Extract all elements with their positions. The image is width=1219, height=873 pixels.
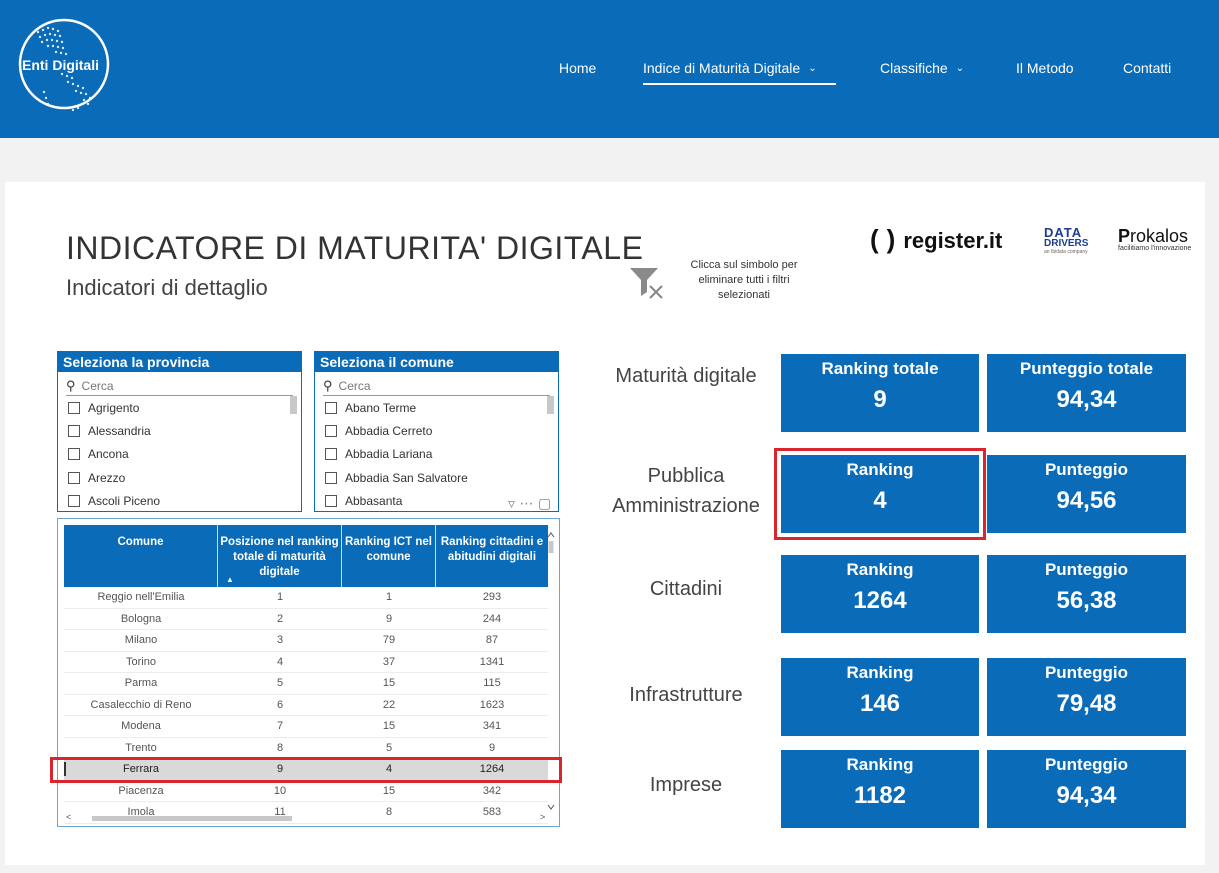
checkbox[interactable] — [68, 425, 80, 438]
province-search-input[interactable]: ⚲ Cerca — [66, 376, 293, 396]
row-label-imprese: Imprese — [649, 774, 723, 796]
scrollbar[interactable] — [290, 396, 297, 414]
comune-item[interactable]: Abbasanta — [315, 490, 558, 513]
prokalos-logo: Prokalos facilitiamo l'innovazione — [1118, 226, 1192, 252]
data-drivers-logo: DATA DRIVERS an Ibidata company — [1044, 225, 1089, 255]
province-item[interactable]: Agrigento — [58, 396, 301, 419]
province-item[interactable]: Alessandria — [58, 419, 301, 442]
clear-filters-note: Clicca sul simbolo per eliminare tutti i… — [690, 259, 798, 301]
table-row[interactable]: Imola 11 8 583 — [64, 802, 548, 824]
slicer-province: Seleziona la provincia ⚲ Cerca Agrigento… — [57, 351, 302, 512]
kpi-ranking-infrastrutture[interactable]: Ranking 146 — [781, 658, 979, 736]
report-subtitle: Indicatori di dettaglio — [66, 275, 268, 300]
column-header-posizione[interactable]: Posizione nel ranking totale di maturità… — [218, 525, 342, 587]
table-row[interactable]: Modena 7 15 341 — [64, 716, 548, 738]
clear-filters-icon[interactable] — [628, 264, 666, 300]
sort-ascending-icon: ▲ — [226, 575, 234, 584]
table-vertical-scrollbar[interactable] — [547, 531, 555, 811]
chevron-down-icon: ⌄ — [808, 63, 817, 74]
table-body: Reggio nell'Emilia 1 1 293 Bologna 2 9 244 Mil… — [64, 587, 548, 824]
checkbox[interactable] — [68, 471, 80, 484]
comune-search-input[interactable]: ⚲ Cerca — [323, 376, 550, 396]
checkbox[interactable] — [68, 495, 80, 508]
table-row[interactable]: Casalecchio di Reno 6 22 1623 — [64, 695, 548, 716]
slicer-comune-title: Seleziona il comune — [315, 352, 558, 372]
checkbox[interactable] — [325, 495, 337, 508]
kpi-punteggio-imprese[interactable]: Punteggio 94,34 — [987, 750, 1186, 828]
table-row[interactable]: Trento 8 5 9 — [64, 738, 548, 759]
nav-home[interactable]: Home — [559, 60, 597, 76]
scroll-right-icon[interactable]: > — [540, 812, 546, 822]
table-horizontal-scrollbar[interactable]: < > — [64, 812, 548, 823]
table-row-selected[interactable]: Ferrara 9 4 1264 — [64, 759, 548, 781]
checkbox[interactable] — [68, 401, 80, 414]
table-row[interactable]: Reggio nell'Emilia 1 1 293 — [64, 587, 548, 609]
focus-mode-icon[interactable]: ▢ — [537, 496, 552, 512]
more-options-icon[interactable]: ⋯ — [519, 496, 534, 512]
kpi-ranking-imprese[interactable]: Ranking 1182 — [781, 750, 979, 828]
comune-item[interactable]: Abano Terme — [315, 396, 558, 419]
search-icon: ⚲ — [66, 377, 76, 393]
nav-classifiche[interactable]: Classifiche ⌄ — [880, 60, 965, 76]
logo-text[interactable]: Enti Digitali — [22, 57, 99, 73]
table-row[interactable]: Parma 5 15 115 — [64, 673, 548, 695]
province-item[interactable]: Arezzo — [58, 466, 301, 489]
register-it-logo: ()register.it — [870, 224, 1003, 254]
kpi-ranking-cittadini[interactable]: Ranking 1264 — [781, 555, 979, 633]
italy-map-logo-icon[interactable] — [18, 18, 112, 116]
table-row[interactable]: Bologna 2 9 244 — [64, 609, 548, 630]
province-item[interactable]: Ancona — [58, 443, 301, 466]
row-label-pa: Pubblica Amministrazione — [612, 465, 760, 517]
kpi-punteggio-cittadini[interactable]: Punteggio 56,38 — [987, 555, 1186, 633]
report-title: INDICATORE DI MATURITA' DIGITALE — [66, 230, 644, 266]
kpi-punteggio-maturita[interactable]: Punteggio totale 94,34 — [987, 354, 1186, 432]
kpi-ranking-pa[interactable]: Ranking 4 — [781, 455, 979, 533]
kpi-punteggio-pa[interactable]: Punteggio 94,56 — [987, 455, 1186, 533]
slicer-comune: Seleziona il comune ⚲ Cerca Abano Terme … — [314, 351, 559, 512]
row-label-infrastrutture: Infrastrutture — [629, 684, 743, 706]
table-row[interactable]: Piacenza 10 15 342 — [64, 781, 548, 802]
checkbox[interactable] — [325, 425, 337, 438]
search-icon: ⚲ — [323, 377, 333, 393]
province-item[interactable]: Ascoli Piceno — [58, 490, 301, 513]
table-row[interactable]: Milano 3 79 87 — [64, 630, 548, 652]
slicer-province-title: Seleziona la provincia — [58, 352, 301, 372]
row-label-maturita: Maturità digitale — [615, 365, 757, 387]
parentheses-icon: () — [870, 224, 904, 254]
site-header: Enti Digitali Home Indice di Maturità Di… — [0, 0, 1219, 138]
checkbox[interactable] — [325, 471, 337, 484]
comune-item[interactable]: Abbadia San Salvatore — [315, 466, 558, 489]
row-label-cittadini: Cittadini — [649, 578, 723, 600]
scroll-left-icon[interactable]: < — [66, 812, 72, 822]
filter-icon[interactable]: ▿ — [508, 496, 516, 512]
nav-indice-maturita[interactable]: Indice di Maturità Digitale ⌄ — [643, 60, 817, 76]
column-header-comune[interactable]: Comune — [64, 525, 218, 587]
checkbox[interactable] — [325, 401, 337, 414]
ranking-table: Comune Posizione nel ranking totale di m… — [57, 518, 560, 827]
scrollbar[interactable] — [547, 396, 554, 414]
table-header: Comune Posizione nel ranking totale di m… — [64, 525, 548, 587]
scrollbar-thumb[interactable] — [92, 816, 292, 821]
selection-marker — [64, 762, 66, 776]
checkbox[interactable] — [68, 448, 80, 461]
kpi-ranking-maturita[interactable]: Ranking totale 9 — [781, 354, 979, 432]
nav-active-underline — [643, 83, 836, 85]
column-header-ranking-cittadini[interactable]: Ranking cittadini e abitudini digitali — [440, 536, 544, 563]
comune-item[interactable]: Abbadia Lariana — [315, 443, 558, 466]
column-header-ranking-ict[interactable]: Ranking ICT nel comune — [342, 525, 436, 587]
nav-contatti[interactable]: Contatti — [1123, 60, 1172, 76]
visual-tools: ▿ ⋯ ▢ — [508, 496, 551, 512]
comune-item[interactable]: Abbadia Cerreto — [315, 419, 558, 442]
kpi-punteggio-infrastrutture[interactable]: Punteggio 79,48 — [987, 658, 1186, 736]
nav-il-metodo[interactable]: Il Metodo — [1016, 60, 1074, 76]
chevron-down-icon: ⌄ — [955, 63, 965, 74]
checkbox[interactable] — [325, 448, 337, 461]
table-row[interactable]: Torino 4 37 1341 — [64, 652, 548, 673]
